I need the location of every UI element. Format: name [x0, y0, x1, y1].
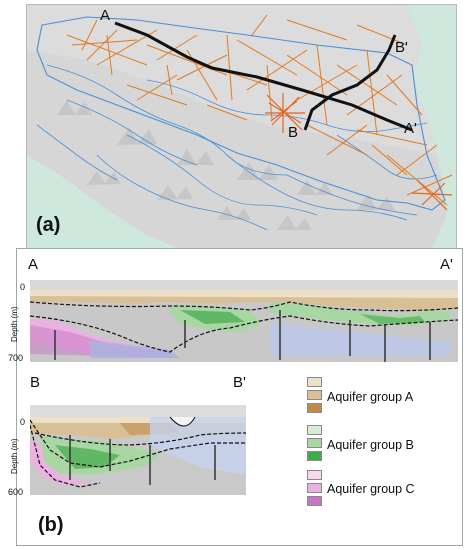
aa-wells: [54, 310, 431, 362]
legend-swatch-c2: [307, 483, 322, 493]
panel-b-tag: (b): [38, 514, 64, 536]
aa-depth-axis-label: Depth (m): [10, 306, 19, 342]
legend-label-b: Aquifer group B: [327, 438, 414, 452]
bb-depth-bottom: 600: [8, 487, 24, 497]
aa-depth-top: 0: [20, 282, 26, 292]
section-line-a: [114, 21, 413, 132]
survey-lines: [66, 14, 453, 206]
region-boundary: [36, 16, 446, 211]
legend-swatch-a2: [307, 390, 322, 400]
section-a-start-label: A: [100, 7, 111, 24]
section-b-end-label: B': [395, 39, 408, 56]
panel-a-tag: (a): [36, 214, 61, 236]
legend-label-c: Aquifer group C: [327, 482, 415, 496]
aa-section-svg: [29, 280, 459, 362]
aa-end-label: A': [440, 256, 453, 273]
bb-wells: [69, 435, 216, 485]
bb-depth-top: 0: [20, 417, 26, 427]
bb-depth-axis-label: Depth (m): [10, 438, 19, 474]
bb-start-label: B: [30, 374, 41, 391]
map-svg: [27, 5, 456, 248]
tyrrhenian-sea: [27, 155, 177, 248]
legend-swatch-a1: [307, 377, 322, 387]
legend-swatch-a3: [307, 403, 322, 413]
legend-swatch-b3: [307, 451, 322, 461]
map-panel: [26, 4, 457, 249]
adriatic-sea: [407, 5, 456, 248]
legend-swatch-b2: [307, 438, 322, 448]
plain-area: [27, 5, 437, 155]
section-a-end-label: A': [404, 120, 417, 137]
aa-depth-bottom: 700: [8, 353, 24, 363]
legend-swatch-b1: [307, 425, 322, 435]
survey-cluster: [265, 93, 453, 211]
aa-start-label: A: [28, 256, 39, 273]
legend-swatch-c3: [307, 496, 322, 506]
bb-end-label: B': [233, 374, 246, 391]
section-b-start-label: B: [288, 124, 299, 141]
cross-section-frame: [16, 248, 463, 546]
aa-section: [29, 280, 459, 362]
legend-swatch-c1: [307, 470, 322, 480]
section-line-b: [303, 34, 397, 131]
bb-section-svg: [29, 405, 247, 495]
bb-section: [29, 405, 247, 495]
relief-shading: [57, 100, 395, 230]
river-network: [36, 64, 438, 231]
legend-label-a: Aquifer group A: [327, 390, 414, 404]
